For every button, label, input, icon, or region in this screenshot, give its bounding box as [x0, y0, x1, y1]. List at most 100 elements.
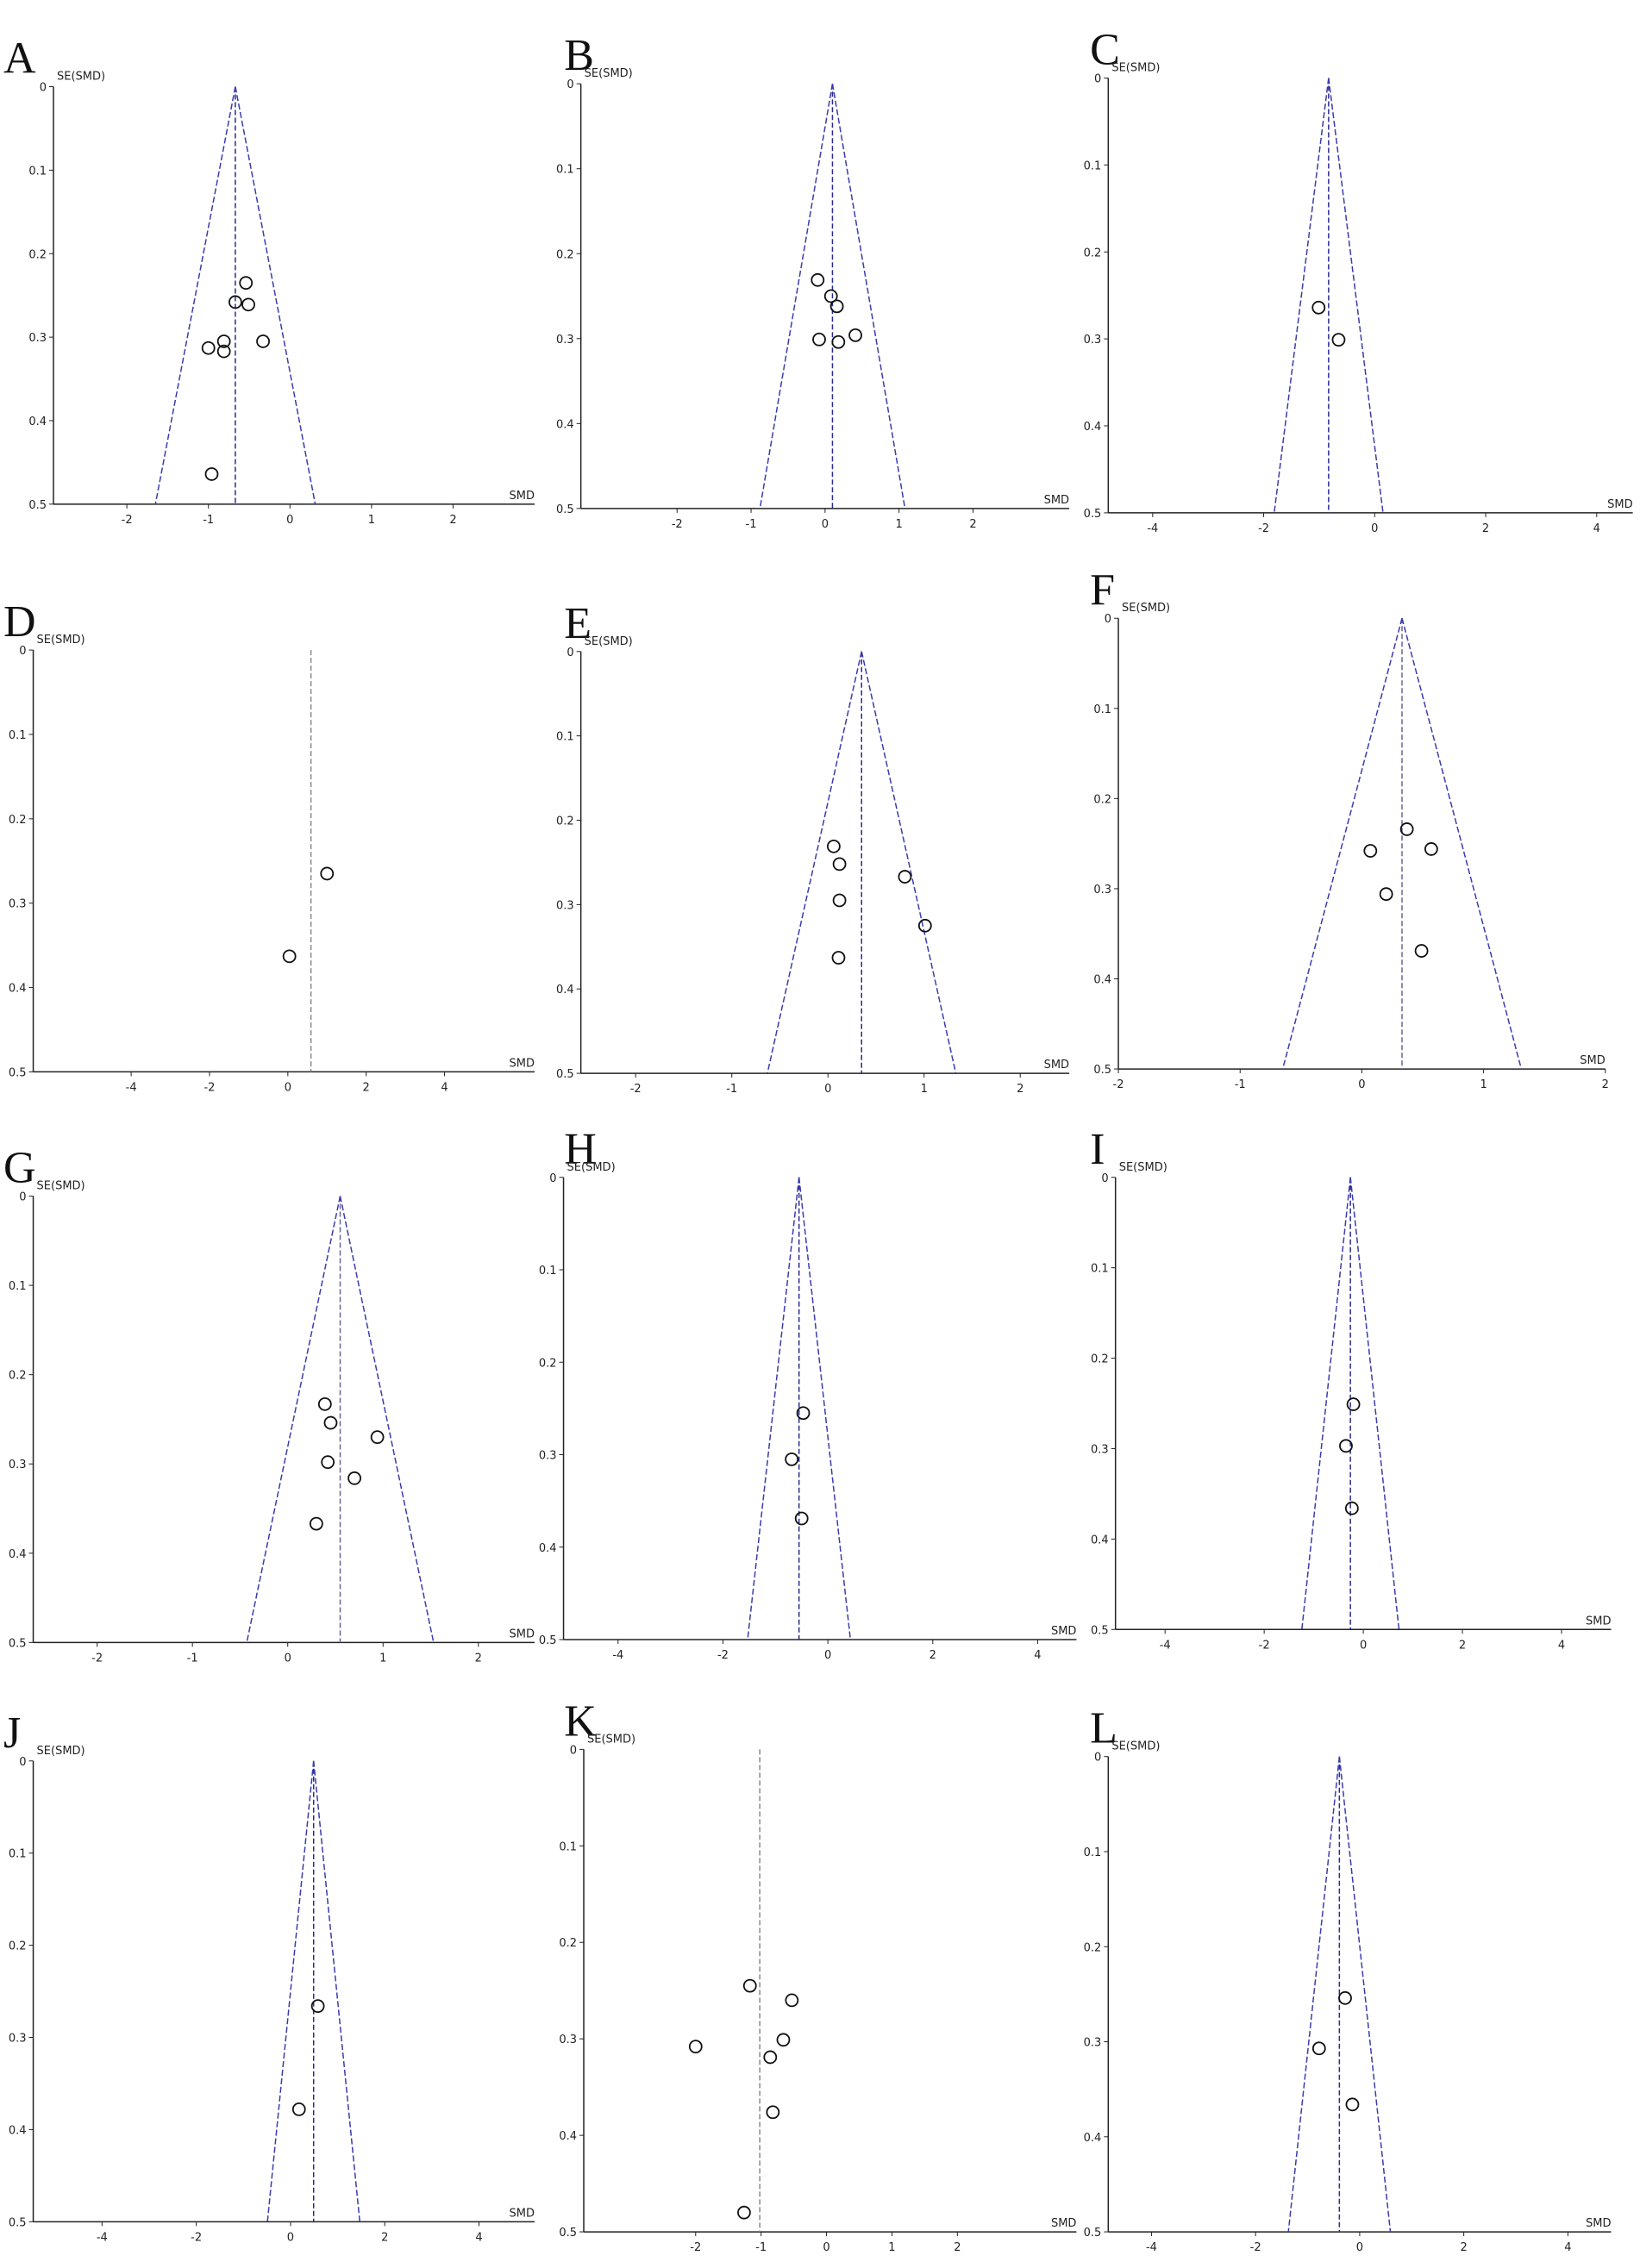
panel-letter: C [1090, 25, 1120, 74]
study-point [785, 1993, 799, 2008]
y-tick-label: 0.4 [1084, 2132, 1102, 2145]
x-axis-label: SMD [510, 2207, 535, 2220]
study-point [256, 334, 270, 348]
y-axis-label: SE(SMD) [587, 1733, 635, 1746]
y-tick-label: 0.5 [9, 1637, 27, 1650]
x-axis-label: SMD [1580, 1054, 1605, 1067]
x-tick-label: 1 [888, 2241, 895, 2254]
study-point [1331, 333, 1346, 347]
study-point [898, 870, 912, 884]
study-point [228, 295, 242, 309]
y-tick-label: 0 [1105, 613, 1111, 626]
study-point [204, 467, 219, 481]
study-point [1414, 944, 1429, 958]
study-point [1379, 887, 1393, 902]
funnel-line [1281, 618, 1403, 1070]
x-tick-label: -1 [755, 2241, 767, 2254]
y-tick-label: 0.1 [1091, 1263, 1109, 1276]
x-tick-label: -2 [717, 1649, 729, 1662]
study-point [309, 1516, 323, 1531]
funnel-line [1301, 1177, 1351, 1630]
study-point [763, 2050, 778, 2065]
y-tick-label: 0.2 [556, 815, 574, 828]
y-tick-label: 0 [566, 647, 573, 659]
y-axis-label: SE(SMD) [1122, 602, 1170, 615]
x-tick-label: 2 [969, 518, 976, 531]
y-tick-label: 0.1 [1093, 703, 1111, 716]
y-tick-label: 0.2 [539, 1357, 557, 1370]
y-tick-label: 0.4 [556, 984, 574, 997]
x-tick-label: 2 [1602, 1078, 1609, 1091]
x-tick-label: 4 [1564, 2241, 1571, 2254]
study-point [201, 341, 216, 355]
y-tick-label: 0.3 [1091, 1443, 1109, 1456]
study-point [1346, 1397, 1361, 1411]
y-tick-label: 0.5 [1091, 1624, 1109, 1637]
y-tick-label: 0 [19, 1756, 26, 1769]
study-point [216, 344, 231, 359]
y-axis-label: SE(SMD) [57, 71, 105, 84]
study-point [216, 334, 231, 348]
study-point [321, 1455, 335, 1470]
y-tick-label: 0.2 [556, 248, 574, 261]
y-tick-label: 0.1 [539, 1265, 557, 1278]
y-tick-label: 0 [19, 645, 26, 658]
x-tick-label: -4 [612, 1649, 623, 1662]
y-tick-label: 0 [1101, 1172, 1108, 1185]
x-tick-label: -4 [97, 2231, 108, 2244]
y-tick-label: 0.5 [556, 1068, 574, 1081]
x-tick-label: -2 [1113, 1078, 1124, 1091]
y-tick-label: 0.2 [1091, 1353, 1109, 1366]
x-axis-label: SMD [1051, 1625, 1076, 1638]
x-tick-label: 0 [285, 1652, 291, 1665]
study-point [829, 299, 844, 314]
x-tick-label: 1 [1480, 1078, 1487, 1091]
y-tick-label: 0.4 [559, 2130, 577, 2143]
funnel-line [1274, 78, 1330, 513]
x-tick-label: -2 [630, 1083, 642, 1096]
y-tick-label: 0.5 [556, 503, 574, 516]
study-point [1344, 1501, 1359, 1515]
x-tick-label: -1 [746, 518, 757, 531]
y-tick-label: 0.4 [9, 1548, 27, 1561]
study-point [282, 949, 297, 964]
y-tick-label: 0.3 [1084, 334, 1102, 347]
y-tick-label: 0.4 [28, 415, 47, 428]
funnel-line [235, 86, 316, 504]
panel-letter: F [1090, 565, 1115, 615]
x-tick-label: -2 [1258, 522, 1269, 535]
study-point [811, 272, 825, 287]
y-tick-label: 0.5 [1084, 508, 1102, 521]
y-tick-label: 0.4 [1084, 421, 1102, 434]
y-tick-label: 0.3 [9, 898, 27, 911]
x-axis-label: SMD [1044, 1059, 1069, 1072]
y-axis-label: SE(SMD) [567, 1161, 616, 1174]
x-tick-label: 1 [896, 518, 903, 531]
study-point [785, 1452, 799, 1466]
y-tick-label: 0.4 [9, 2124, 27, 2137]
funnel-line [747, 1177, 800, 1640]
study-point [688, 2040, 703, 2054]
funnel-line [767, 651, 862, 1074]
y-tick-label: 0.3 [9, 1459, 27, 1471]
study-point [831, 334, 846, 349]
funnel-line [831, 84, 906, 509]
y-tick-label: 0.2 [1084, 1941, 1102, 1954]
x-tick-label: -2 [203, 1081, 215, 1094]
study-point [832, 893, 847, 908]
y-tick-label: 0.1 [9, 1280, 27, 1293]
y-tick-label: 0 [1094, 1752, 1101, 1765]
funnel-line [266, 1760, 315, 2222]
y-tick-label: 0.2 [9, 1370, 27, 1383]
y-tick-label: 0.2 [1084, 247, 1102, 259]
y-tick-label: 0.3 [559, 2034, 577, 2046]
study-point [794, 1511, 809, 1526]
x-tick-label: -2 [1259, 1639, 1270, 1652]
y-axis-label: SE(SMD) [37, 1745, 85, 1758]
x-axis-label: SMD [1607, 498, 1632, 511]
funnel-line [1338, 1756, 1392, 2233]
x-tick-label: -2 [1250, 2241, 1261, 2254]
y-tick-label: 0.1 [556, 731, 574, 744]
x-tick-label: 2 [381, 2231, 388, 2244]
x-tick-label: -2 [690, 2241, 701, 2254]
